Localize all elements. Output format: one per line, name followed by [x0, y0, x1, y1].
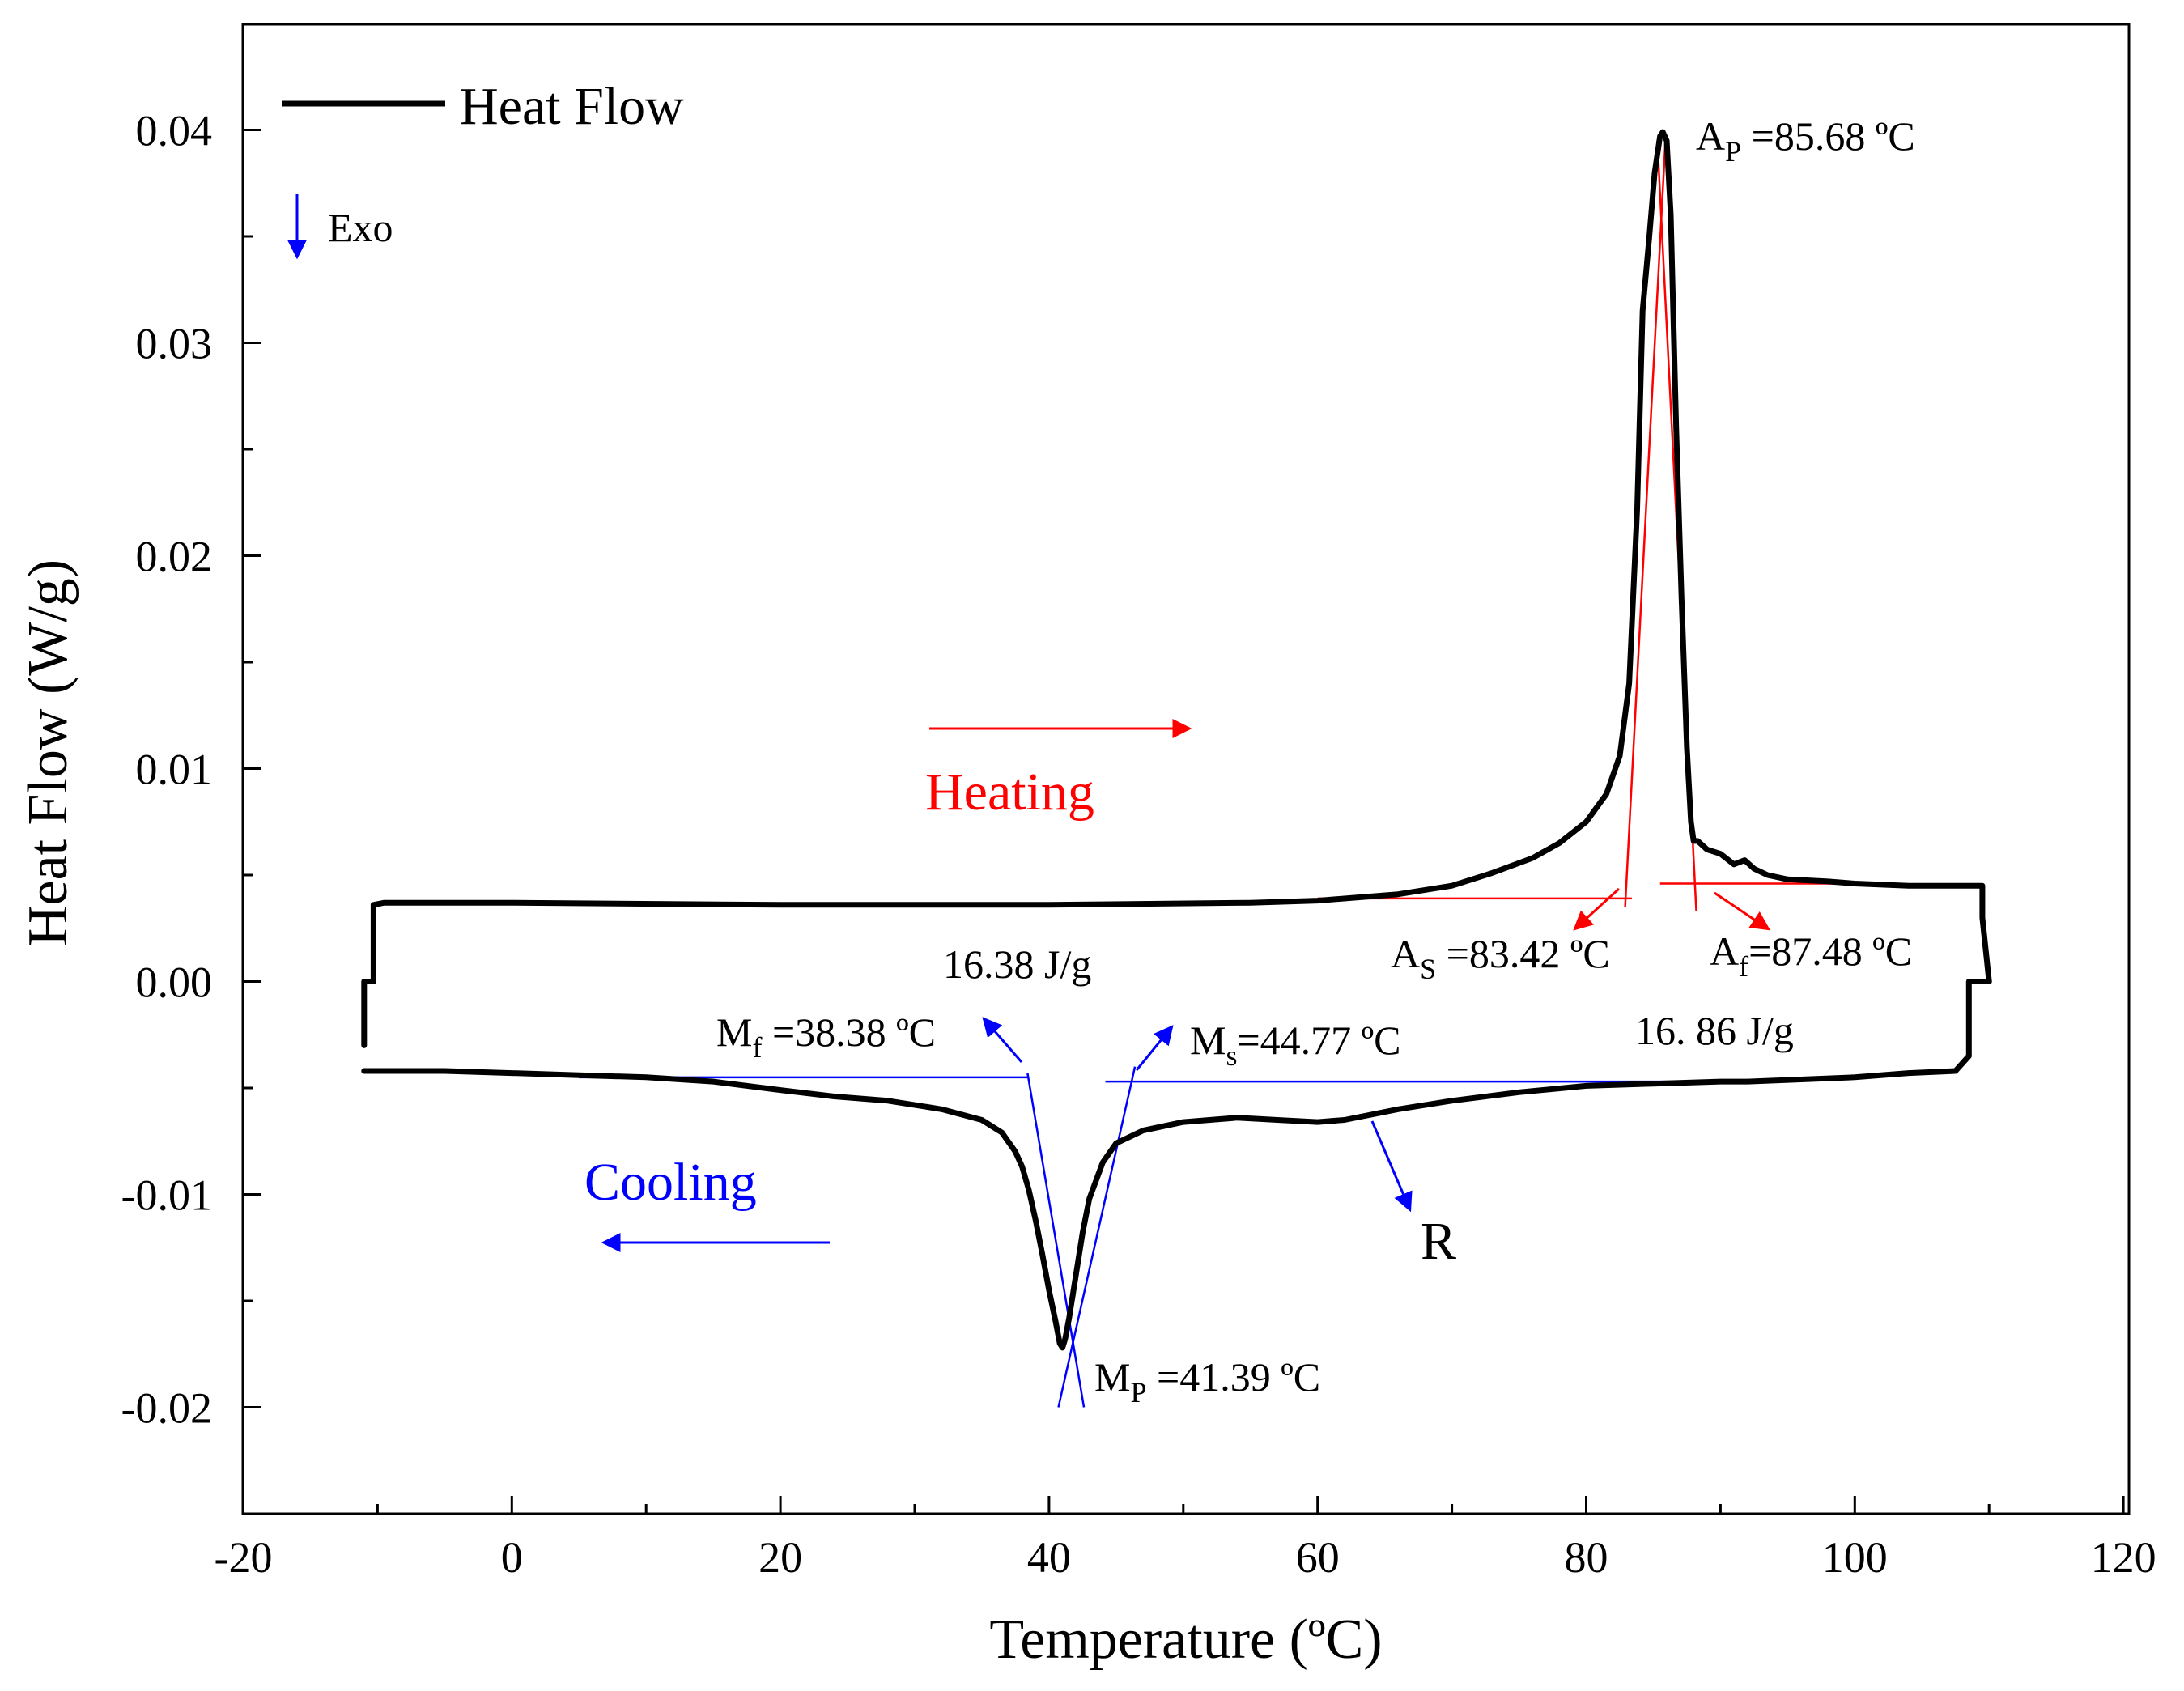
y-tick-label: -0.01	[121, 1171, 212, 1220]
y-tick-label: 0.00	[136, 958, 213, 1007]
cooling-tangent-line	[1057, 1066, 1137, 1408]
cooling-tangent-line	[1026, 1073, 1086, 1408]
heat-flow-cooling-line	[361, 979, 1992, 1351]
ms-arrow	[1135, 1025, 1174, 1071]
mf-annotation: Mf =38.38 ºC	[716, 1009, 936, 1064]
heating-label: Heating	[925, 763, 1094, 822]
as-annotation: AS =83.42 ºC	[1391, 931, 1610, 985]
y-tick-label: 0.01	[136, 746, 213, 794]
cooling-label: Cooling	[584, 1153, 757, 1212]
x-tick-label: 20	[758, 1533, 802, 1582]
x-tick-label: -20	[215, 1533, 273, 1582]
af-arrow	[1714, 891, 1770, 931]
y-tick-label: -0.02	[121, 1384, 212, 1433]
legend-label: Heat Flow	[460, 77, 684, 136]
x-tick-label: 100	[1822, 1533, 1888, 1582]
heating-enthalpy: 16.38 J/g	[943, 941, 1091, 987]
ms-annotation: Ms=44.77 ºC	[1190, 1018, 1401, 1072]
r-arrow	[1370, 1120, 1413, 1213]
tick-labels: -20 0 20 40 60 80 100 120 0.04 0.03 0.02 0.01 0.00 -0…	[121, 107, 2156, 1583]
y-tick-label: 0.02	[136, 533, 213, 581]
x-tick-label: 40	[1027, 1533, 1071, 1582]
x-tick-label: 60	[1296, 1533, 1340, 1582]
y-tick-label: 0.03	[136, 320, 213, 368]
tangent-lines	[579, 140, 1855, 1408]
y-axis-title: Heat Flow (W/g)	[17, 559, 79, 946]
af-annotation: Af=87.48 ºC	[1710, 928, 1912, 983]
x-tick-label: 120	[2091, 1533, 2156, 1582]
cooling-enthalpy: 16. 86 J/g	[1635, 1008, 1794, 1053]
axis-ticks	[242, 129, 2125, 1515]
x-tick-label: 0	[501, 1533, 523, 1582]
r-label: R	[1421, 1212, 1456, 1271]
mf-arrow	[982, 1017, 1023, 1063]
series-lines	[361, 129, 1992, 1351]
mp-annotation: MP =41.39 ºC	[1094, 1354, 1320, 1408]
ap-annotation: AP =85.68 ºC	[1696, 113, 1915, 168]
y-tick-label: 0.04	[136, 107, 213, 155]
as-arrow	[1573, 887, 1621, 931]
x-axis-title: Temperature (ºC)	[989, 1608, 1382, 1671]
exo-label: Exo	[328, 205, 393, 250]
heating-tangent-line	[1624, 140, 1667, 907]
x-tick-label: 80	[1565, 1533, 1608, 1582]
plot-frame	[241, 23, 2131, 1515]
heat-flow-heating-line	[361, 129, 1992, 1048]
